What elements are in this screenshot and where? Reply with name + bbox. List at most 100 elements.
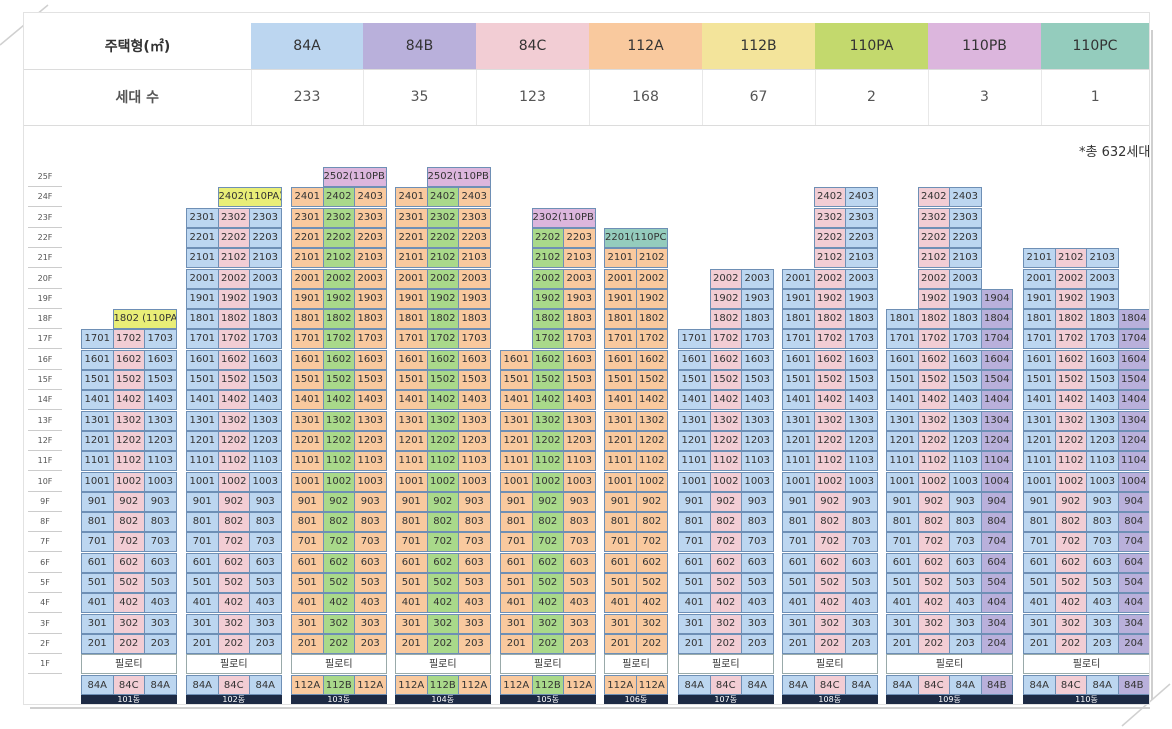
unit-cell: 602 [531, 552, 564, 573]
unit-cell: 703 [354, 532, 387, 553]
piloti-row: 필로티 [395, 654, 491, 675]
unit-cell: 802 [112, 512, 145, 533]
unit-cell: 803 [741, 512, 774, 533]
unit-cell: 202 [1054, 633, 1087, 654]
unit-cell: 1003 [563, 471, 596, 492]
unit-cell: 203 [354, 633, 387, 654]
unit-cell: 1603 [949, 349, 982, 370]
unit-cell: 2303 [249, 207, 282, 228]
unit-cell: 901 [186, 491, 219, 512]
unit-cell: 403 [563, 593, 596, 614]
unit-cell: 702 [635, 532, 668, 553]
unit-cell: 2203 [458, 227, 491, 248]
unit-type-cell: 84A [1023, 674, 1056, 695]
unit-cell: 2001 [604, 268, 637, 289]
unit-cell: 1003 [458, 471, 491, 492]
unit-cell: 303 [354, 613, 387, 634]
unit-cell: 1003 [1086, 471, 1119, 492]
unit-cell: 1101 [604, 451, 637, 472]
unit-cell: 1902 [531, 288, 564, 309]
unit-cell: 1103 [144, 451, 177, 472]
unit-cell: 1003 [949, 471, 982, 492]
unit-cell: 2101 [1023, 248, 1056, 269]
unit-cell: 1303 [949, 410, 982, 431]
unit-cell: 302 [112, 613, 145, 634]
floor-label: 9F [28, 492, 62, 512]
unit-cell: 1403 [949, 390, 982, 411]
unit-cell: 1001 [678, 471, 711, 492]
unit-cell: 901 [395, 491, 428, 512]
count-cell-84c: 123 [475, 69, 589, 126]
unit-cell: 902 [322, 491, 355, 512]
unit-cell: 2002 [426, 268, 459, 289]
unit-cell: 1602 [917, 349, 950, 370]
unit-cell: 1401 [395, 390, 428, 411]
unit-cell: 1801 [886, 309, 919, 330]
unit-cell: 1203 [1086, 430, 1119, 451]
unit-type-cell: 112A [354, 674, 387, 695]
unit-cell: 303 [563, 613, 596, 634]
unit-cell: 1302 [917, 410, 950, 431]
piloti-row: 필로티 [291, 654, 387, 675]
unit-cell: 1002 [813, 471, 846, 492]
unit-cell: 502 [1054, 573, 1087, 593]
unit-cell: 1803 [354, 309, 387, 330]
unit-cell: 1702 [322, 329, 355, 350]
unit-cell: 302 [813, 613, 846, 634]
unit-cell: 2302 [426, 207, 459, 228]
type-cell-112b: 112B [702, 23, 815, 70]
unit-cell: 801 [81, 512, 114, 533]
unit-cell: 2402 [322, 187, 355, 208]
unit-cell: 301 [81, 613, 114, 634]
unit-cell: 1804 [1117, 309, 1149, 330]
floor-label: 15F [28, 370, 62, 390]
unit-cell: 1701 [81, 329, 114, 350]
unit-cell: 203 [249, 633, 282, 654]
unit-cell: 1602 [709, 349, 742, 370]
unit-cell: 501 [886, 573, 919, 593]
unit-cell: 602 [322, 552, 355, 573]
unit-cell: 703 [741, 532, 774, 553]
unit-type-cell: 84C [813, 674, 846, 695]
unit-cell: 1802 [322, 309, 355, 330]
unit-cell: 1602 [813, 349, 846, 370]
unit-cell: 801 [500, 512, 533, 533]
unit-cell: 903 [249, 491, 282, 512]
unit-cell: 1401 [500, 390, 533, 411]
unit-cell: 1803 [1086, 309, 1119, 330]
unit-cell: 1103 [845, 451, 878, 472]
unit-cell: 1004 [1117, 471, 1149, 492]
unit-cell: 1502 [322, 370, 355, 390]
unit-cell: 303 [1086, 613, 1119, 634]
unit-cell: 701 [1023, 532, 1056, 553]
unit-cell: 702 [112, 532, 145, 553]
unit-cell: 1103 [563, 451, 596, 472]
unit-cell: 1703 [1086, 329, 1119, 350]
unit-cell: 1203 [144, 430, 177, 451]
unit-cell: 2003 [563, 268, 596, 289]
unit-type-cell: 84C [917, 674, 950, 695]
unit-cell: 1203 [249, 430, 282, 451]
unit-cell: 903 [845, 491, 878, 512]
unit-cell: 702 [217, 532, 250, 553]
unit-cell: 301 [886, 613, 919, 634]
unit-cell: 1103 [1086, 451, 1119, 472]
unit-cell: 201 [782, 633, 815, 654]
unit-cell: 2402 [813, 187, 846, 208]
unit-cell: 1903 [741, 288, 774, 309]
unit-cell: 903 [949, 491, 982, 512]
unit-cell: 1802 [426, 309, 459, 330]
unit-cell: 703 [1086, 532, 1119, 553]
unit-cell: 501 [678, 573, 711, 593]
unit-cell: 2102 [1054, 248, 1087, 269]
unit-cell: 1002 [531, 471, 564, 492]
unit-cell: 201 [678, 633, 711, 654]
unit-cell: 403 [249, 593, 282, 614]
unit-cell: 1702 [813, 329, 846, 350]
unit-cell: 2103 [563, 248, 596, 269]
unit-cell: 2402 [426, 187, 459, 208]
unit-cell: 1801 [604, 309, 637, 330]
count-header: 세대 수 [24, 69, 251, 126]
unit-cell: 901 [678, 491, 711, 512]
unit-cell: 2002 [709, 268, 742, 289]
